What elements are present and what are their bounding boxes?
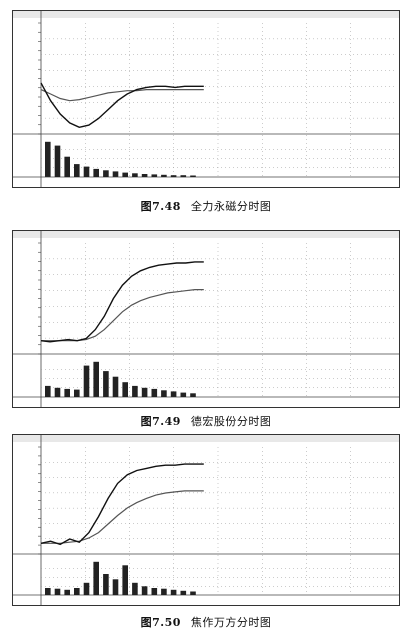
chart-header-strip [13,435,399,442]
volume-bar [190,591,196,595]
figure-title: 焦作万方分时图 [190,616,272,629]
figure-title: 全力永磁分时图 [190,200,272,213]
volume-bar [190,393,196,397]
figure-caption: 图7.48 全力永磁分时图 [12,198,400,214]
intraday-chart-svg [13,231,399,407]
volume-bar [64,156,70,178]
volume-bar [180,175,187,178]
volume-bar [45,385,51,397]
volume-bar [54,588,61,595]
intraday-chart-svg [13,435,399,605]
price-line [40,261,204,343]
volume-bar [112,376,119,398]
volume-bar [180,392,187,397]
intraday-chart [12,230,400,408]
volume-bar [112,579,119,596]
chart-header-strip [13,231,399,238]
average-price-line [41,490,204,544]
volume-bar [151,388,158,397]
volume-bar [74,588,80,595]
volume-bar [132,173,138,177]
figure-number: 图7.48 [140,200,181,213]
price-line [40,82,204,129]
volume-bar [74,164,80,177]
volume-bar [93,168,99,177]
figure-title: 德宏股份分时图 [190,415,272,428]
volume-bar [141,174,148,177]
volume-bar [141,387,148,398]
volume-bar [103,371,109,397]
volume-bar [161,174,167,177]
intraday-chart-svg [13,11,399,187]
volume-bar [190,175,196,177]
volume-bar [54,145,61,177]
volume-bar [122,172,128,177]
volume-bar [180,590,187,595]
intraday-chart [12,10,400,188]
volume-bar [93,361,99,397]
volume-bar [161,390,167,397]
volume-bar [45,588,51,595]
volume-bar [151,588,158,595]
chart-header-strip [13,11,399,18]
volume-bar [122,565,128,596]
volume-bar [151,174,158,177]
volume-bar [93,561,99,596]
intraday-chart [12,434,400,606]
volume-bar [64,589,70,596]
volume-bar [45,141,51,177]
volume-bar [64,388,70,397]
volume-bar [132,582,138,596]
volume-bar [103,170,109,177]
volume-bar [161,588,167,595]
volume-bar [122,382,128,397]
figure-number: 图7.49 [140,415,181,428]
volume-bar [112,171,119,177]
average-price-line [40,89,204,102]
figure-caption: 图7.49 德宏股份分时图 [12,413,400,429]
figure-number: 图7.50 [140,616,181,629]
volume-bar [170,175,177,178]
volume-bar [83,365,90,397]
volume-bar [103,574,109,595]
volume-bar [132,385,138,397]
volume-bar [83,166,90,177]
volume-bar [170,391,177,397]
figure-caption: 图7.50 焦作万方分时图 [12,614,400,630]
average-price-line [41,289,204,342]
price-line [40,463,204,546]
volume-bar [170,589,177,596]
volume-bar [54,387,61,398]
volume-bar [141,586,148,596]
volume-bar [83,582,90,596]
volume-bar [74,389,80,397]
